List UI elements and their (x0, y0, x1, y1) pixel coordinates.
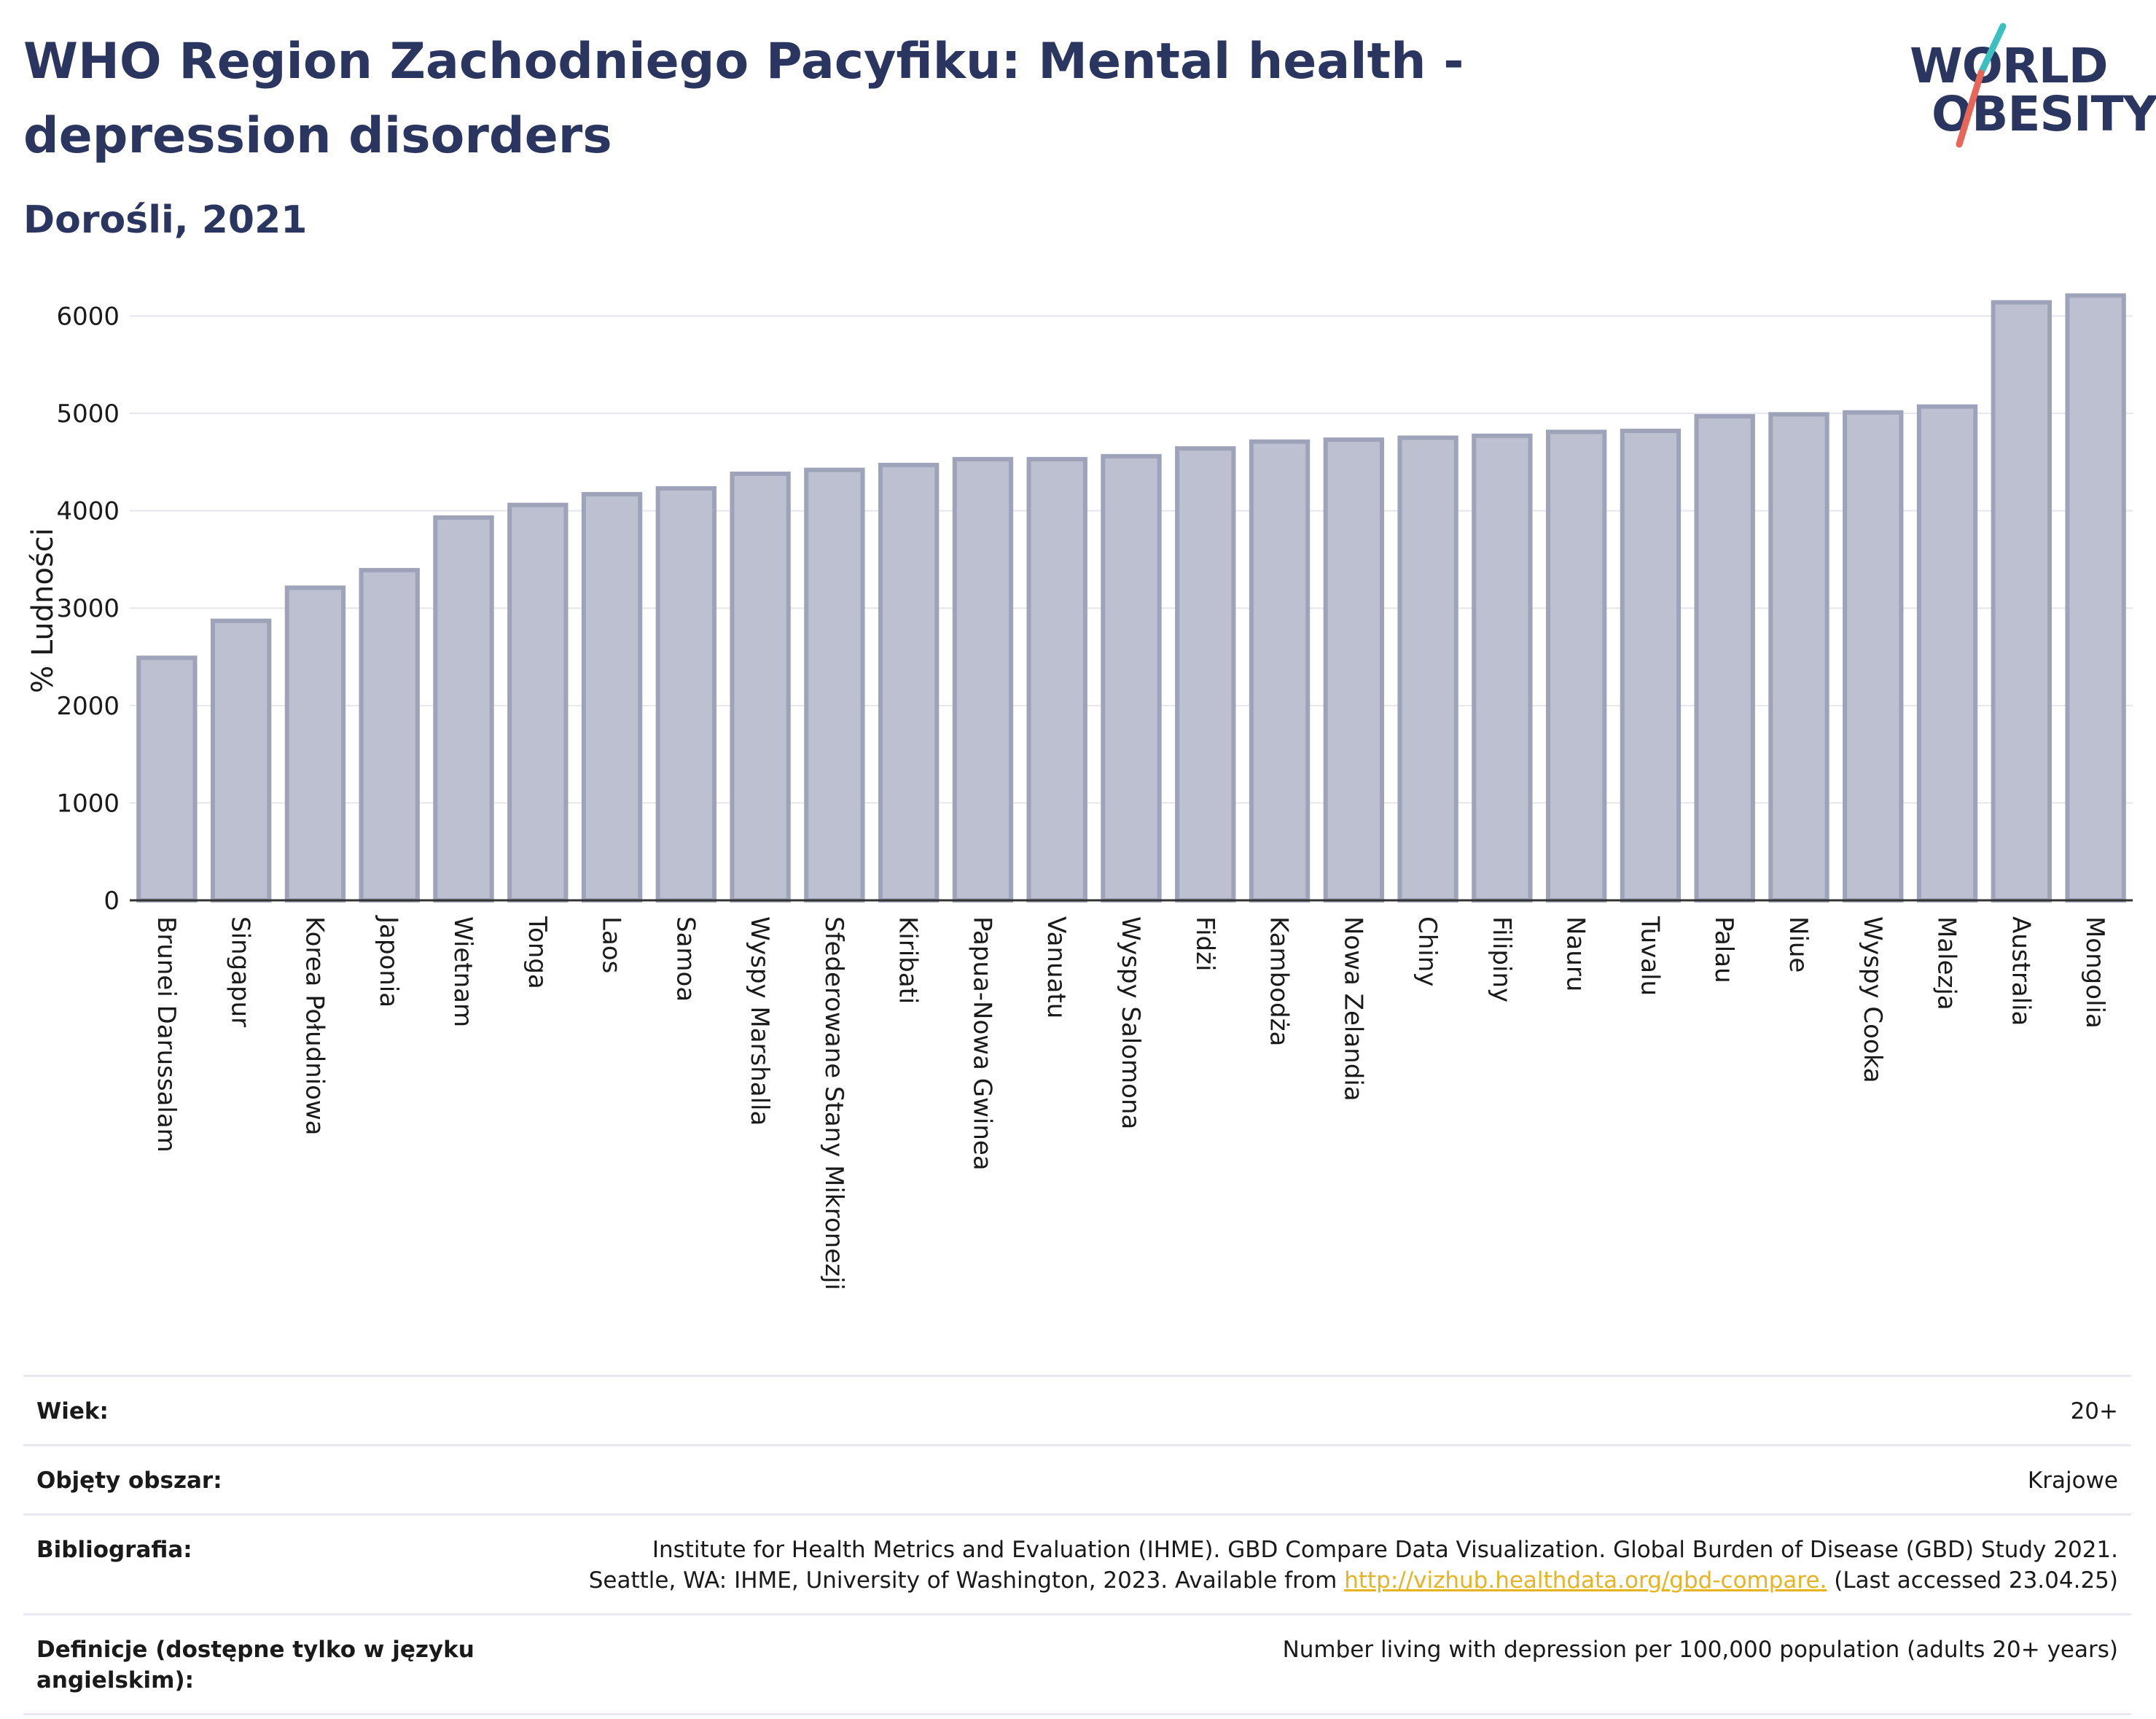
bar[interactable] (581, 491, 643, 903)
x-tick-label: Korea Południowa (300, 916, 329, 1136)
meta-age-label: Wiek: (36, 1398, 109, 1424)
meta-bibliography-label: Bibliografia: (36, 1537, 192, 1563)
meta-row-definition: Definicje (dostępne tylko w języku angie… (23, 1613, 2131, 1715)
bar[interactable] (730, 471, 791, 903)
meta-bibliography-value: Institute for Health Metrics and Evaluat… (589, 1535, 2118, 1596)
bar[interactable] (507, 502, 569, 903)
x-tick-label: Nowa Zelandia (1338, 916, 1367, 1102)
bar[interactable] (1323, 437, 1385, 903)
x-tick-label: Mongolia (2080, 916, 2109, 1029)
x-tick-label: Australia (2006, 916, 2035, 1026)
meta-coverage-label: Objęty obszar: (36, 1467, 222, 1494)
bibliography-line-2-post: (Last accessed 23.04.25) (1834, 1567, 2118, 1594)
x-tick-label: Wyspy Marshalla (745, 916, 774, 1126)
bar[interactable] (1175, 446, 1236, 903)
x-tick-label: Laos (597, 916, 626, 973)
y-tick-label: 2000 (56, 692, 120, 721)
chart-subtitle: Dorośli, 2021 (23, 198, 308, 242)
bar[interactable] (359, 568, 420, 903)
bar[interactable] (1397, 435, 1458, 903)
bibliography-line-1: Institute for Health Metrics and Evaluat… (652, 1537, 2118, 1563)
x-tick-label: Kiribati (894, 916, 923, 1004)
meta-coverage-value: Krajowe (2027, 1467, 2118, 1494)
bar[interactable] (136, 655, 198, 903)
y-tick-label: 1000 (56, 789, 120, 818)
meta-row-age: Wiek: 20+ (23, 1375, 2131, 1444)
bars (136, 293, 2126, 903)
bar[interactable] (1843, 410, 1904, 903)
bar[interactable] (952, 456, 1014, 903)
bar[interactable] (2065, 293, 2126, 903)
y-tick-label: 3000 (56, 594, 120, 623)
x-tick-label: Japonia (374, 915, 403, 1007)
bar[interactable] (1768, 412, 1829, 903)
bar[interactable] (433, 515, 494, 903)
bar[interactable] (655, 486, 717, 903)
x-tick-label: Niue (1784, 916, 1813, 972)
bibliography-line-2: Seattle, WA: IHME, University of Washing… (589, 1565, 2118, 1596)
bar[interactable] (878, 462, 940, 903)
x-tick-label: Vanuatu (1042, 916, 1071, 1018)
x-tick-label: Singapur (226, 916, 255, 1027)
bar[interactable] (1249, 439, 1311, 903)
bibliography-line-2-pre: Seattle, WA: IHME, University of Washing… (588, 1567, 1337, 1594)
chart-title: WHO Region Zachodniego Pacyfiku: Mental … (23, 33, 1464, 165)
meta-definition-label: Definicje (dostępne tylko w języku angie… (36, 1637, 474, 1693)
bar[interactable] (1545, 429, 1607, 903)
y-tick-label: 4000 (56, 497, 120, 526)
axes: 0 1000 2000 3000 4000 5000 6000 Brunei Darussal… (56, 302, 2133, 1290)
x-tick-label: Brunei Darussalam (152, 916, 181, 1153)
bar[interactable] (284, 585, 346, 903)
metadata-table: Wiek: 20+ Objęty obszar: Krajowe Bibliog… (23, 1375, 2131, 1715)
x-tick-label: Sfederowane Stany Mikronezji (819, 916, 848, 1290)
x-tick-label: Fidżi (1190, 916, 1219, 971)
x-tick-label: Filipiny (1487, 916, 1516, 1002)
x-tick-label: Nauru (1561, 916, 1590, 991)
bibliography-link[interactable]: http://vizhub.healthdata.org/gbd-compare… (1344, 1567, 1827, 1594)
meta-row-coverage: Objęty obszar: Krajowe (23, 1444, 2131, 1513)
x-tick-label: Tuvalu (1635, 916, 1664, 996)
bar[interactable] (1026, 456, 1087, 903)
x-tick-label: Malezja (1932, 916, 1961, 1010)
bar-chart: 0 1000 2000 3000 4000 5000 6000 Brunei Darussal… (26, 293, 2133, 1290)
x-tick-label: Papua-Nowa Gwinea (967, 916, 996, 1171)
logo-slash-icon (1956, 23, 2007, 148)
y-tick-label: 6000 (56, 302, 120, 331)
meta-row-bibliography: Bibliografia: Institute for Health Metri… (23, 1513, 2131, 1613)
x-tick-label: Tonga (523, 916, 552, 989)
world-obesity-logo[interactable]: WORLD OBESITY (1902, 20, 2156, 152)
bar[interactable] (1694, 414, 1755, 903)
bar[interactable] (1991, 300, 2053, 903)
bar[interactable] (1916, 404, 1978, 903)
x-tick-label: Chiny (1413, 916, 1442, 986)
bar[interactable] (804, 467, 865, 903)
x-tick-label: Wietnam (448, 916, 477, 1027)
x-tick-label: Kambodża (1265, 916, 1294, 1046)
bar[interactable] (1620, 429, 1682, 903)
meta-age-value: 20+ (2070, 1398, 2118, 1424)
bar[interactable] (1472, 433, 1533, 903)
y-tick-label: 5000 (56, 399, 120, 429)
bar[interactable] (1101, 453, 1162, 903)
x-tick-label: Samoa (671, 916, 700, 1002)
meta-definition-value: Number living with depression per 100,00… (1282, 1637, 2118, 1663)
x-tick-label: Wyspy Salomona (1116, 916, 1145, 1129)
x-tick-label: Palau (1709, 916, 1738, 983)
y-axis-label: % Ludności (26, 528, 60, 693)
x-tick-label: Wyspy Cooka (1858, 916, 1887, 1083)
logo-line-1: WORLD (1910, 38, 2109, 94)
y-tick-label: 0 (103, 886, 120, 916)
bar[interactable] (210, 618, 272, 903)
